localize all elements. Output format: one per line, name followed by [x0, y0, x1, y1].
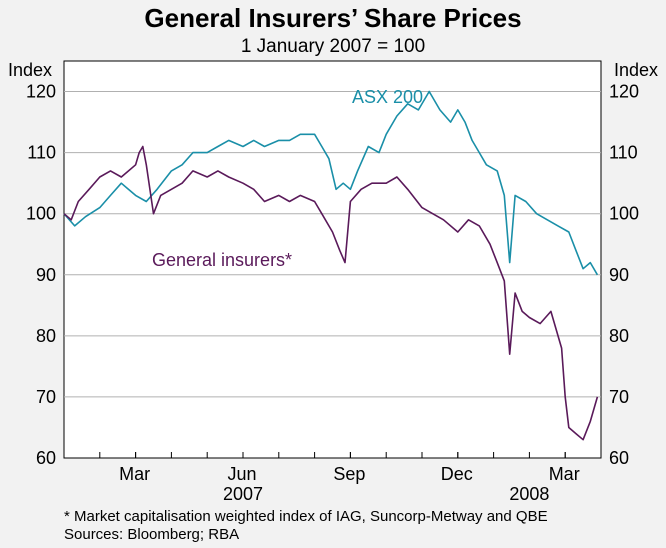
axis-ticks: [99, 452, 566, 458]
series-line-general-insurers: [63, 145, 599, 441]
y-tick-label-right: 110: [609, 143, 638, 163]
x-tick-label: Sep: [333, 464, 365, 484]
chart-subtitle: 1 January 2007 = 100: [241, 36, 425, 57]
x-tick-label: Mar: [549, 464, 580, 484]
y-tick-label-left: 80: [36, 326, 56, 346]
y-tick-label-right: 100: [609, 204, 639, 224]
y-tick-label-right: 90: [609, 265, 629, 285]
chart-title: General Insurers’ Share Prices: [144, 3, 521, 33]
asx-200-series-label: ASX 200: [352, 87, 423, 107]
series-layer: [63, 90, 599, 441]
y-tick-label-right: 80: [609, 326, 629, 346]
y-tick-label-left: 120: [26, 82, 56, 102]
y-tick-label-right: 120: [609, 82, 639, 102]
series-line-asx-200: [63, 90, 599, 276]
general-insurers-series-label: General insurers*: [152, 250, 292, 270]
left-axis-unit-label: Index: [8, 60, 52, 80]
y-tick-label-left: 110: [27, 143, 56, 163]
y-tick-label-left: 60: [36, 448, 56, 468]
x-year-label: 2008: [509, 484, 549, 504]
y-tick-label-right: 60: [609, 448, 629, 468]
y-tick-label-left: 90: [36, 265, 56, 285]
footnote-methodology: * Market capitalisation weighted index o…: [64, 508, 548, 525]
x-tick-label: Dec: [441, 464, 473, 484]
right-axis-unit-label: Index: [614, 60, 658, 80]
y-tick-label-left: 100: [26, 204, 56, 224]
footnote-sources: Sources: Bloomberg; RBA: [64, 526, 240, 543]
x-tick-label: Jun: [227, 464, 256, 484]
axis-labels: 60 60 70 70 80 80 90 90 100 100 110 110 120 120 Mar Jun…: [26, 82, 639, 504]
y-tick-label-left: 70: [36, 387, 56, 407]
x-year-label: 2007: [223, 484, 263, 504]
plot-frame: [63, 60, 602, 459]
y-tick-label-right: 70: [609, 387, 629, 407]
x-tick-label: Mar: [119, 464, 150, 484]
